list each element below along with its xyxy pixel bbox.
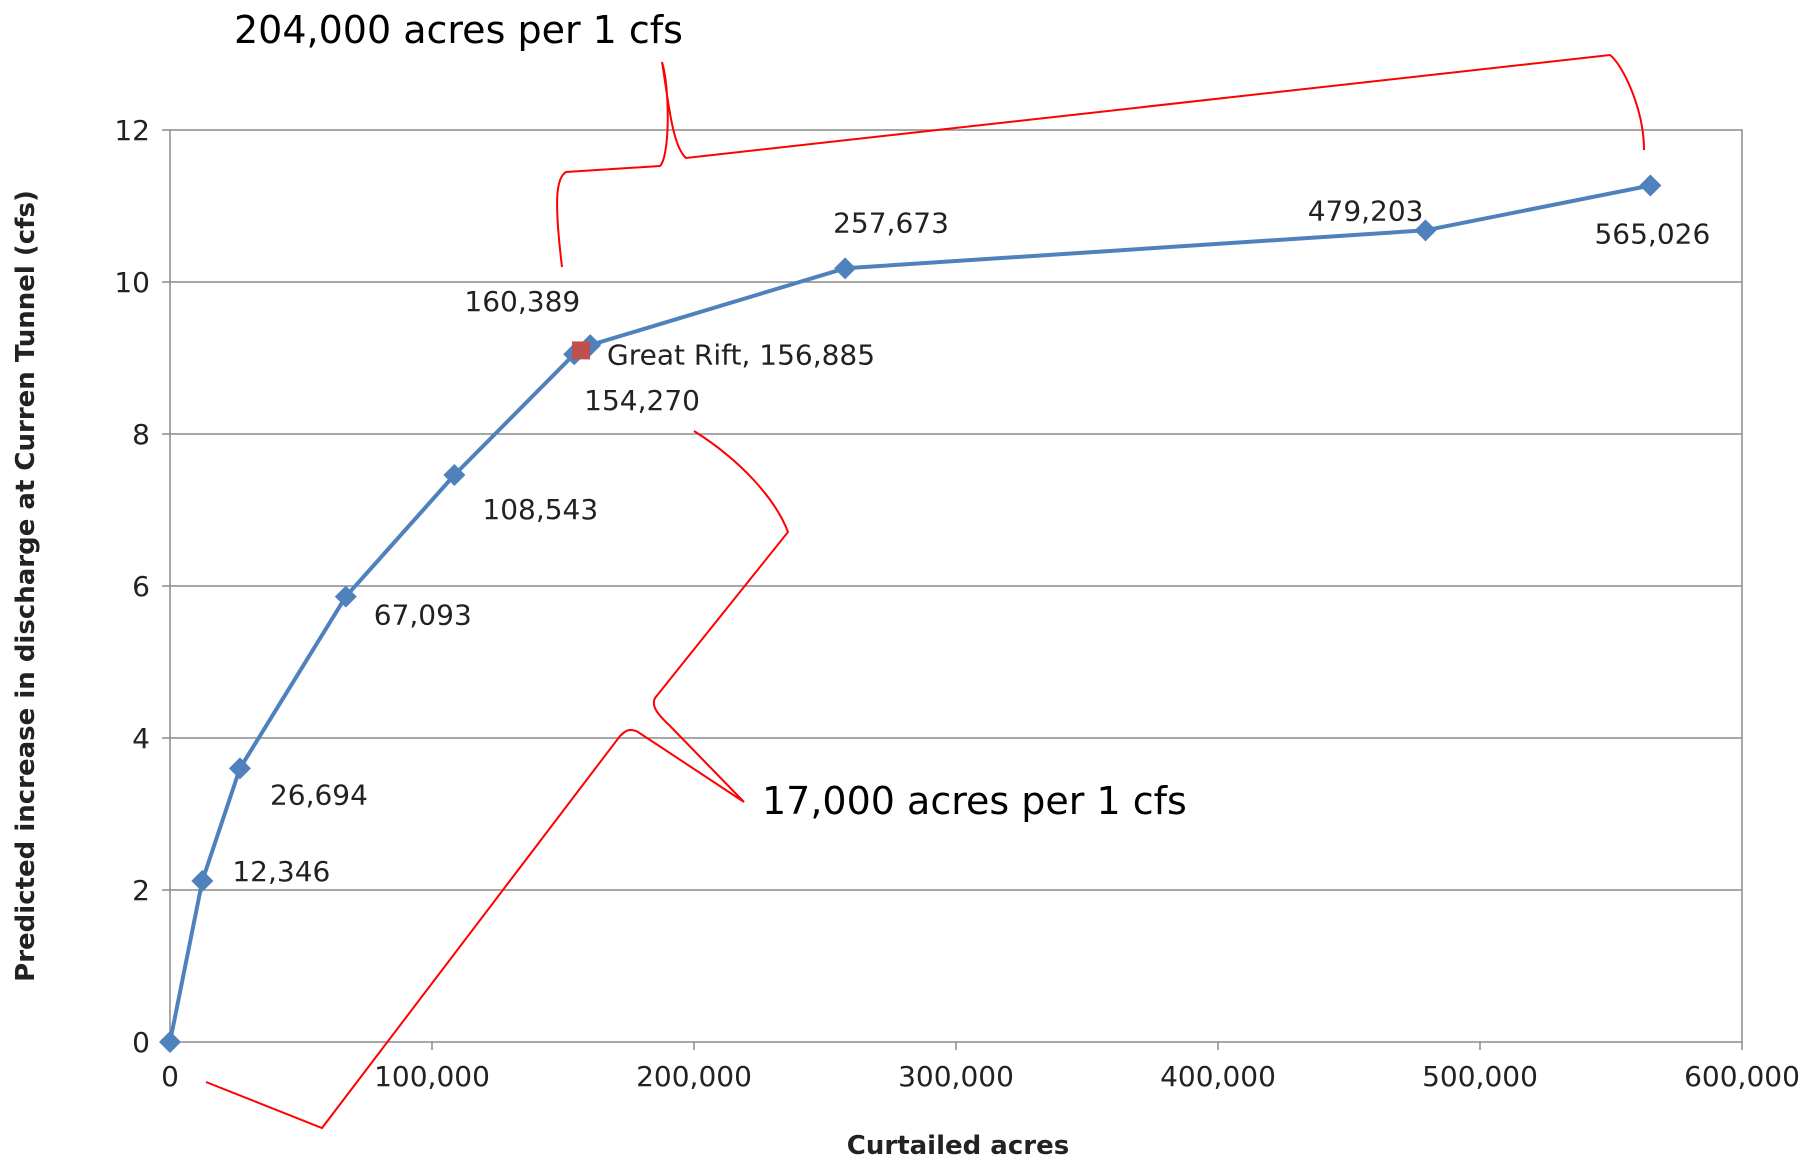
annotation-204000: 204,000 acres per 1 cfs (234, 8, 683, 52)
x-tick-label: 500,000 (1422, 1060, 1538, 1093)
data-point-marker (1639, 174, 1662, 197)
bracket-17000 (205, 430, 790, 1130)
data-labels: 12,346 26,694 67,093 108,543 154,270 160,389 2… (232, 194, 1710, 888)
data-point-marker (191, 869, 214, 892)
series-line (168, 183, 1651, 1043)
data-point-marker (443, 464, 466, 487)
x-tick-label: 400,000 (1160, 1060, 1276, 1093)
y-axis-title: Predicted increase in discharge at Curre… (11, 190, 41, 982)
data-point-marker (1414, 219, 1437, 242)
data-label: 160,389 (464, 285, 580, 318)
bracket-204000 (556, 53, 1645, 268)
data-point-marker (834, 257, 857, 280)
x-tick-label: 200,000 (636, 1060, 752, 1093)
data-point-marker (228, 757, 251, 780)
y-tick-label: 12 (114, 114, 150, 147)
x-axis-title: Curtailed acres (847, 1131, 1069, 1159)
y-tick-label: 6 (132, 570, 150, 603)
data-point-marker (334, 585, 357, 608)
data-label: 154,270 (584, 384, 700, 417)
gridlines (170, 281, 1742, 891)
y-tick-label: 8 (132, 418, 150, 451)
y-tick-label: 0 (132, 1026, 150, 1059)
data-label: 565,026 (1594, 217, 1710, 250)
x-tick-label: 100,000 (374, 1060, 490, 1093)
data-label: 12,346 (232, 855, 330, 888)
great-rift-marker (572, 341, 591, 360)
data-label: 26,694 (270, 778, 368, 811)
data-label: Great Rift, 156,885 (607, 338, 875, 371)
data-label: 479,203 (1308, 194, 1424, 227)
x-tick-label: 600,000 (1684, 1060, 1800, 1093)
data-point-marker (159, 1031, 181, 1053)
data-label: 67,093 (374, 599, 472, 632)
data-markers (159, 174, 1662, 1053)
y-tick-label: 2 (132, 874, 150, 907)
y-tick-label: 10 (114, 266, 150, 299)
x-axis-ticks: 0 100,000 200,000 300,000 400,000 500,000 600,… (161, 1042, 1800, 1093)
data-label: 108,543 (482, 493, 598, 526)
x-tick-label: 300,000 (898, 1060, 1014, 1093)
x-tick-label: 0 (161, 1060, 179, 1093)
data-label: 257,673 (833, 206, 949, 239)
annotation-17000: 17,000 acres per 1 cfs (762, 779, 1187, 823)
y-tick-label: 4 (132, 722, 150, 755)
